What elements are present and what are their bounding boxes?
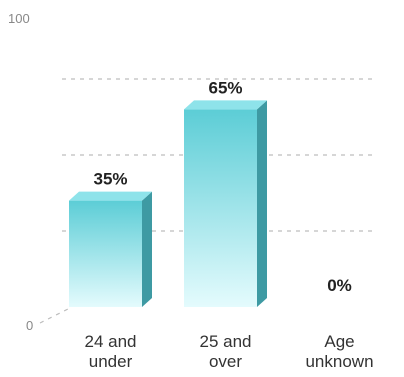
x-tick-label: over <box>209 352 242 371</box>
data-label: 35% <box>93 170 127 189</box>
bar-side <box>142 191 152 307</box>
x-tick-label: under <box>89 352 133 371</box>
bar <box>184 109 257 308</box>
y-tick-label-100: 100 <box>8 11 30 26</box>
x-tick-label: Age <box>324 332 354 351</box>
x-tick-label: unknown <box>305 352 373 371</box>
y-tick-label-0: 0 <box>26 318 33 333</box>
bars <box>69 100 267 308</box>
x-tick-label: 25 and <box>200 332 252 351</box>
bar-side <box>257 100 267 308</box>
bar <box>69 200 142 307</box>
bar-top <box>184 100 267 110</box>
data-label: 65% <box>208 78 242 97</box>
baseline-tick <box>39 308 69 324</box>
x-tick-label: 24 and <box>85 332 137 351</box>
data-label: 0% <box>327 276 352 295</box>
bar-top <box>69 191 152 201</box>
